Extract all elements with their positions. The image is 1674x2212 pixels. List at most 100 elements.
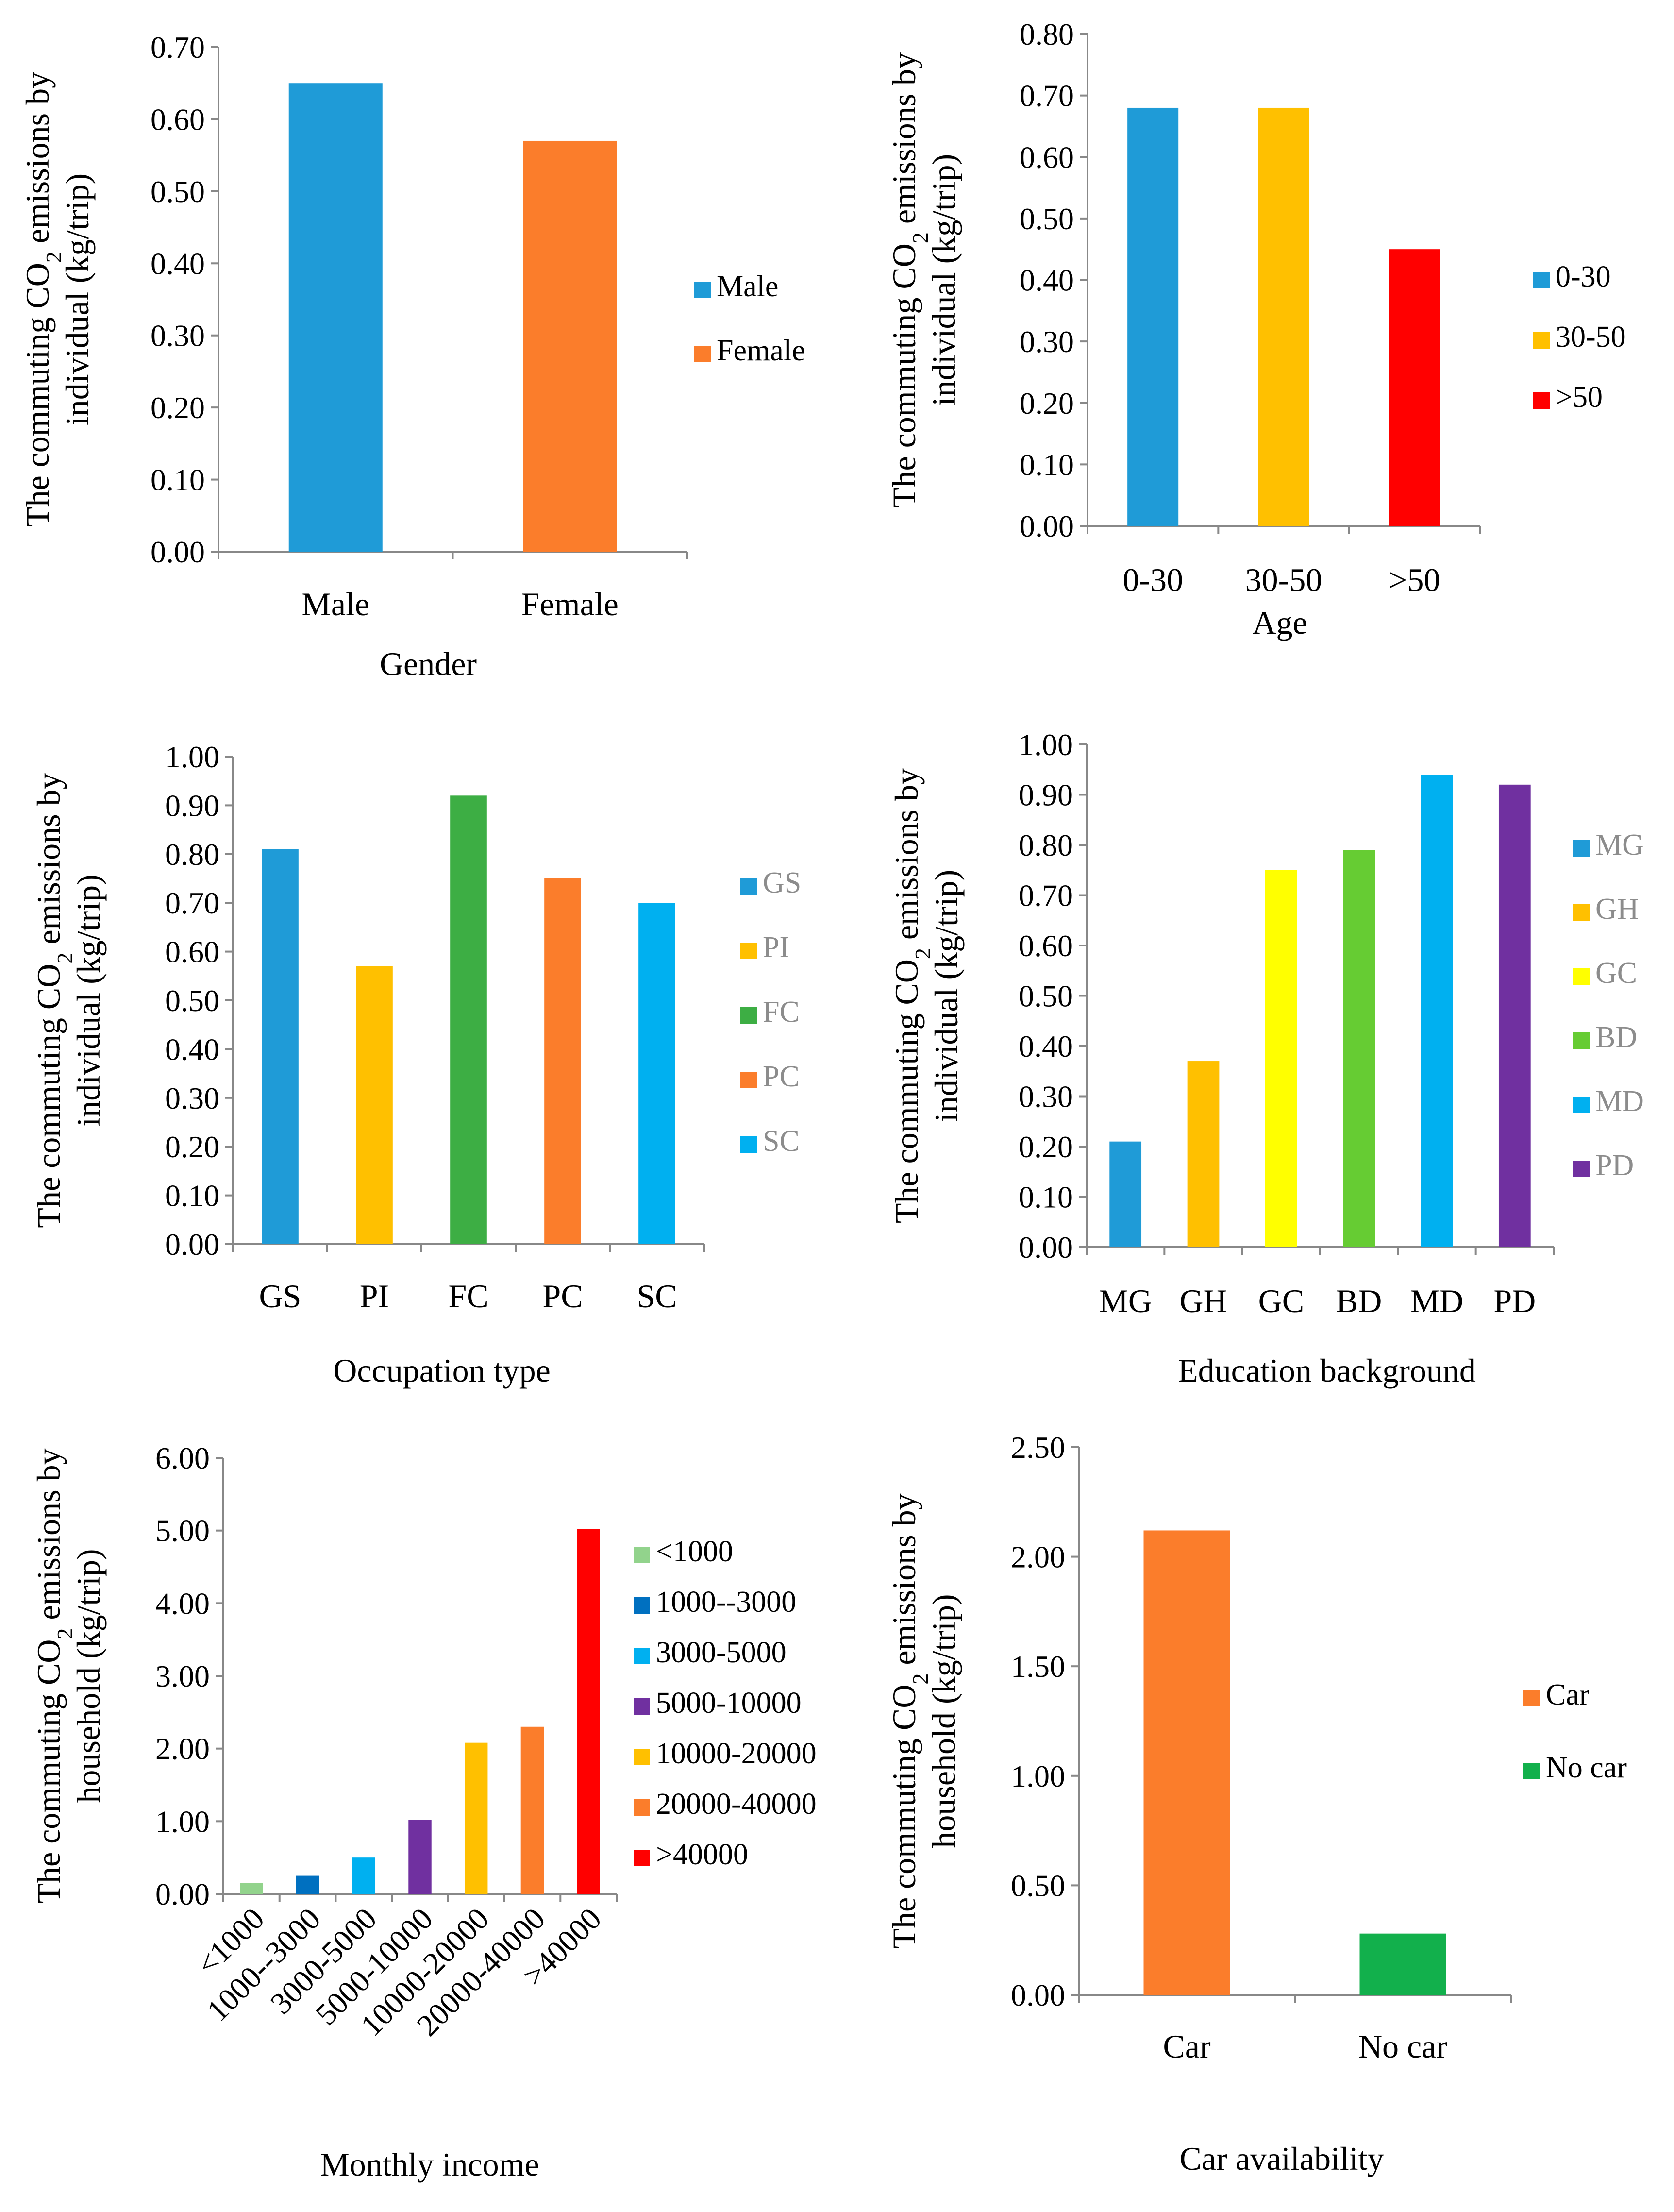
legend-label: MD [1595,1085,1644,1118]
legend-swatch [694,282,711,298]
legend-label: 3000-5000 [656,1636,787,1669]
x-tick-label: MG [1099,1283,1152,1319]
x-tick-label: PC [542,1278,583,1315]
bar-5000-10000 [408,1820,432,1894]
chart-occupation: 0.00 0.10 0.20 0.30 0.40 0.50 0.60 0.70 0.80 0.90… [30,740,801,1389]
y-axis-title: The commuting CO2 emissions byindividual… [19,72,96,527]
legend-swatch [1573,1032,1590,1049]
legend-swatch [634,1850,650,1866]
legend: MG GH GC BD MD PD [1573,828,1644,1182]
bar->40000 [577,1529,600,1894]
bar-MG [1109,1141,1142,1247]
legend-swatch [1523,1690,1540,1706]
legend-label: FC [763,996,800,1029]
legend-label: 20000-40000 [656,1788,817,1821]
bar-PI [356,966,393,1244]
legend-swatch [1573,968,1590,985]
legend-label: GC [1595,957,1637,990]
y-tick-label: 0.80 [1020,17,1074,51]
y-axis-title: The commuting CO2 emissions byhousehold … [30,1448,107,1903]
bar-MD [1421,775,1453,1247]
legend-swatch [740,1007,757,1024]
x-axis-title: Monthly income [320,2146,539,2183]
y-tick-label: 0.00 [155,1877,210,1911]
y-tick-label: 0.00 [1019,1230,1073,1265]
y-tick-label: 0.50 [1011,1868,1065,1903]
x-tick-label: GH [1179,1283,1227,1319]
legend-swatch [740,943,757,959]
legend-label: PD [1595,1149,1634,1182]
y-tick-label: 0.30 [1020,324,1074,359]
y-tick-label: 0.20 [151,390,205,425]
x-tick-label: PD [1493,1283,1536,1319]
bar-Female [523,140,617,552]
bar-1000--3000 [296,1875,319,1894]
y-tick-label: 6.00 [155,1441,210,1475]
y-tick-label: 0.00 [165,1227,219,1262]
x-tick-label: Female [521,586,619,623]
y-tick-label: 0.80 [1019,828,1073,862]
y-tick-label: 0.30 [1019,1080,1073,1114]
legend-swatch [1573,1097,1590,1113]
y-tick-label: 0.10 [1019,1180,1073,1215]
y-tick-label: 0.00 [1011,1978,1065,2012]
legend-label: 1000--3000 [656,1586,796,1619]
y-axis-title: The commuting CO2 emissions byindividual… [888,768,965,1223]
y-tick-label: 0.60 [165,935,219,969]
x-tick-label: MD [1410,1283,1464,1319]
y-tick-label: 0.90 [1019,778,1073,812]
legend-swatch [634,1648,650,1664]
legend-label: >50 [1556,381,1603,414]
bar-FC [450,795,487,1244]
legend-swatch [1523,1763,1540,1779]
legend-swatch [1533,392,1550,409]
legend: Car No car [1523,1678,1627,1784]
legend-label: BD [1595,1021,1637,1054]
x-tick-label: PI [360,1278,389,1315]
bar->50 [1389,249,1440,526]
legend-swatch [634,1547,650,1563]
chart-age: 0.00 0.10 0.20 0.30 0.40 0.50 0.60 0.70 0.80 0-30… [886,17,1626,641]
legend-swatch [1533,272,1550,288]
y-tick-label: 0.60 [1020,140,1074,174]
y-tick-label: 0.40 [1020,263,1074,298]
legend-swatch [634,1597,650,1614]
x-tick-label: GC [1258,1283,1304,1319]
legend-label: No car [1546,1751,1627,1784]
x-tick-label: FC [448,1278,488,1315]
x-tick-label: No car [1358,2028,1447,2065]
legend-swatch [634,1799,650,1816]
legend-label: PC [763,1060,800,1093]
legend: GS PI FC PC SC [740,866,801,1158]
legend-label: 30-50 [1556,321,1626,354]
legend: <1000 1000--3000 3000-5000 5000-10000 10000-… [634,1535,817,1871]
x-tick-label: GS [259,1278,301,1315]
bar-GS [262,849,299,1244]
legend-swatch [740,878,757,895]
legend-swatch [740,1136,757,1153]
y-tick-label: 1.00 [1011,1759,1065,1793]
y-tick-label: 0.70 [1020,79,1074,113]
legend-label: Car [1546,1678,1590,1711]
legend: Male Female [694,270,805,367]
y-tick-label: 0.20 [1020,386,1074,421]
y-tick-label: 0.30 [151,319,205,353]
legend: 0-30 30-50 >50 [1533,260,1626,414]
legend-label: Female [717,334,805,367]
bar-Car [1143,1530,1230,1995]
bar-<1000 [240,1883,263,1894]
y-tick-label: 0.00 [1020,509,1074,543]
bar-No car [1359,1933,1446,1995]
legend-label: <1000 [656,1535,733,1568]
legend-label: MG [1595,828,1644,861]
y-tick-label: 0.60 [1019,929,1073,963]
y-tick-label: 0.40 [151,246,205,281]
y-tick-label: 0.70 [151,30,205,65]
y-tick-label: 0.50 [165,983,219,1018]
x-axis-title: Education background [1178,1352,1476,1389]
y-tick-label: 2.00 [155,1732,210,1766]
bar-30-50 [1258,107,1309,526]
bar-GH [1187,1061,1220,1247]
y-tick-label: 0.60 [151,102,205,136]
